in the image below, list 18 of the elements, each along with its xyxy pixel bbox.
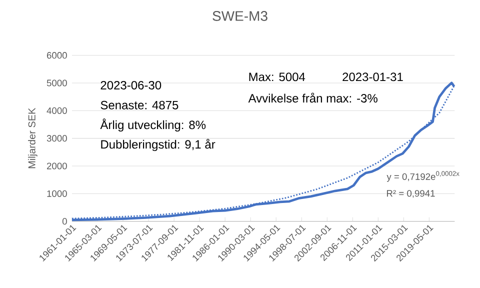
y-tick-label: 2000 [46, 162, 67, 170]
annotation: Max: 5004 [249, 72, 306, 82]
y-tick-label: 3000 [46, 135, 67, 142]
annotation: Dubbleringstid: 9,1 år [101, 138, 216, 152]
y-tick-label: 5000 [46, 80, 67, 86]
y-tick-label: 4000 [46, 107, 67, 114]
annotation: Avvikelse från max: -3% [248, 92, 378, 103]
annotation: Senaste: 4875 [100, 100, 178, 110]
y-tick-label: 1000 [47, 190, 67, 197]
annotation: 2023-01-31 [342, 72, 403, 82]
annotation: y = 0,7192e$^{0,0002x}$ [386, 171, 460, 182]
y-tick-label: 0 [62, 218, 67, 225]
annotation: Årlig utveckling: 8% [100, 118, 206, 132]
y-axis-title: Miljarder SEK [28, 108, 38, 168]
y-tick-label: 6000 [47, 52, 67, 59]
annotation: 2023-06-30 [100, 80, 162, 90]
annotation: R² = 0,9941 [387, 190, 435, 198]
chart-title: SWE-M3 [212, 11, 268, 21]
